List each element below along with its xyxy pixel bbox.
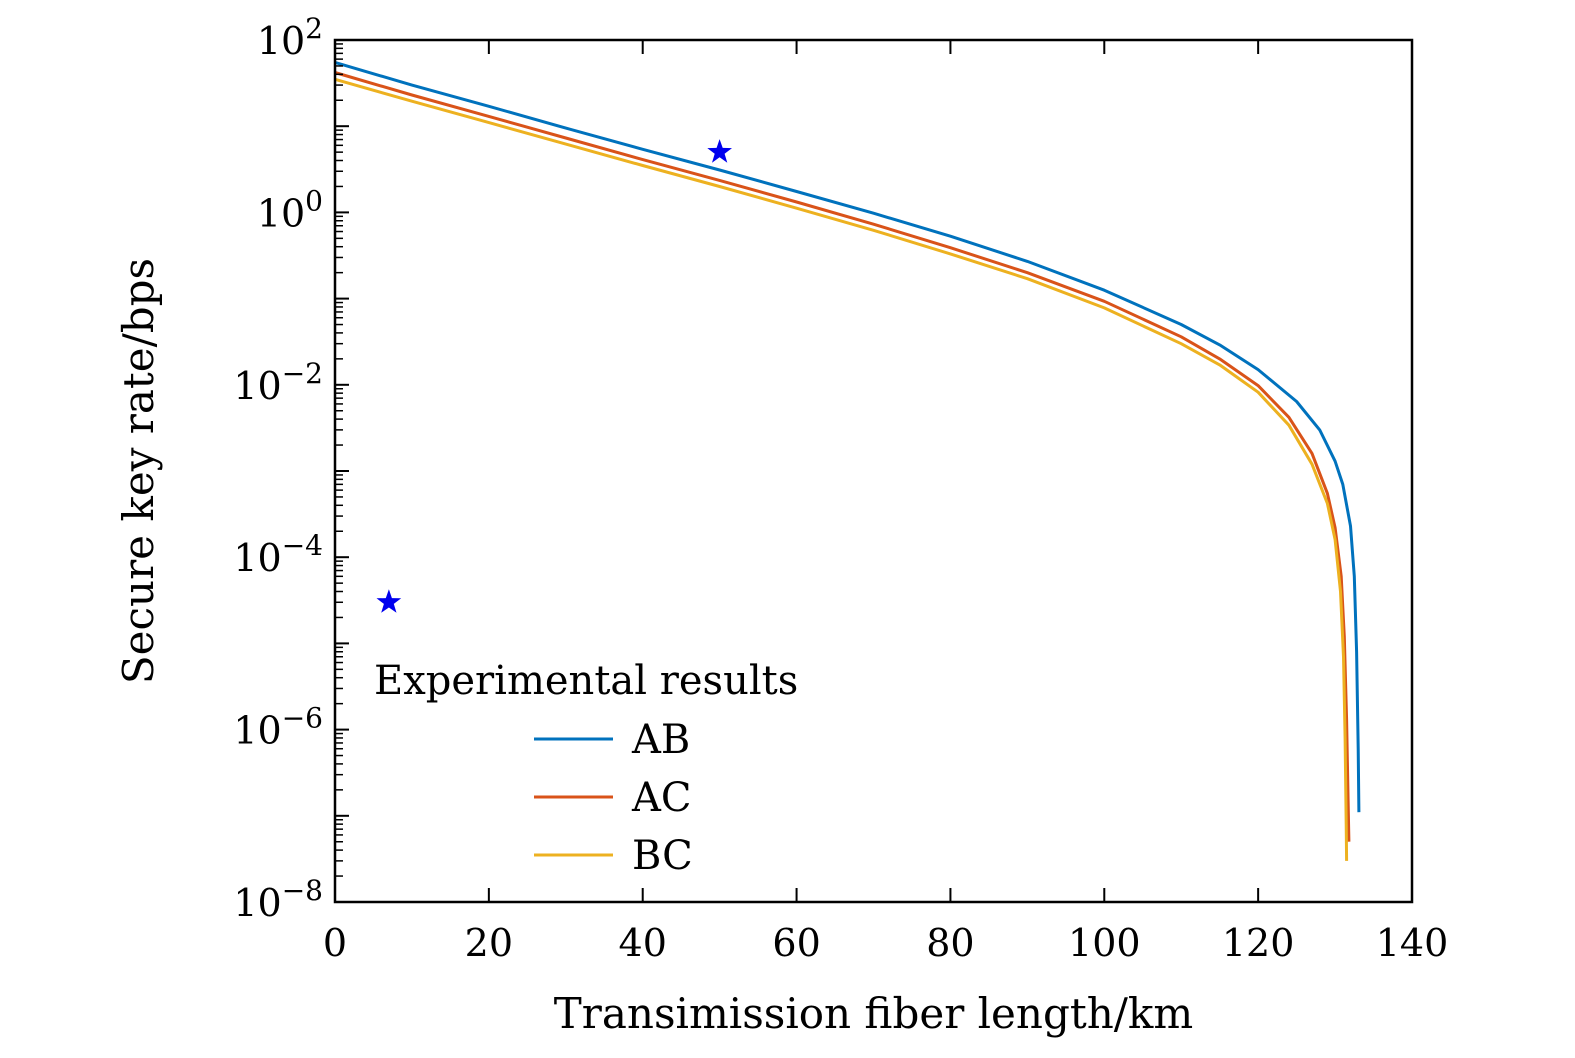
x-tick-label: 60 — [772, 921, 820, 965]
y-tick-label: 10−8 — [233, 874, 323, 925]
plot-frame — [333, 38, 1414, 904]
x-tick-label: 0 — [323, 921, 347, 965]
x-tick-label: 100 — [1068, 921, 1141, 965]
y-tick-label: 10−6 — [233, 702, 323, 753]
y-tick-label: 10−2 — [233, 357, 323, 408]
x-tick-label: 140 — [1376, 921, 1449, 965]
legend-label-ac: AC — [631, 775, 692, 821]
legend-label-bc: BC — [632, 833, 693, 879]
y-tick-label: 10−4 — [233, 529, 323, 580]
y-tick-label: 102 — [257, 12, 323, 63]
y-tick-label: 100 — [257, 184, 323, 235]
series-line-ab — [334, 60, 1361, 813]
x-tick-label: 40 — [619, 921, 667, 965]
x-tick-label: 120 — [1222, 921, 1295, 965]
legend-title: Experimental results — [374, 658, 798, 704]
x-tick-label: 80 — [926, 921, 974, 965]
experimental-point-2 — [376, 589, 402, 613]
x-tick-label: 20 — [465, 921, 513, 965]
series-line-ac — [334, 71, 1351, 842]
y-axis-label: Secure key rate/bps — [114, 258, 163, 684]
x-axis-label: Transimission fiber length/km — [554, 989, 1193, 1038]
experimental-point-1 — [707, 139, 732, 163]
legend-label-ab: AB — [631, 717, 690, 763]
series-line-bc — [334, 77, 1349, 861]
